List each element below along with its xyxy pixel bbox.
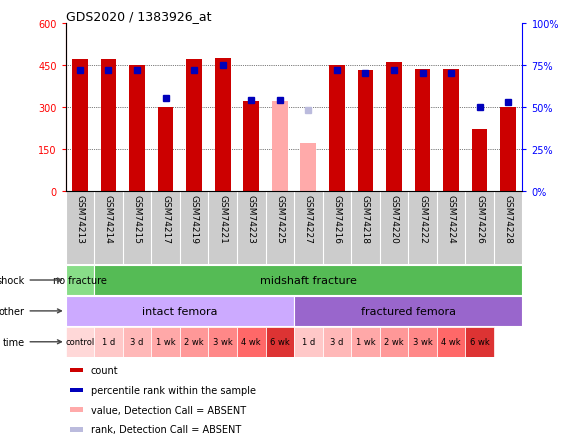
Text: GSM74219: GSM74219 — [190, 195, 199, 244]
Text: GSM74227: GSM74227 — [304, 195, 313, 243]
Text: GSM74217: GSM74217 — [161, 195, 170, 244]
Bar — [94, 327, 123, 357]
Text: GSM74214: GSM74214 — [104, 195, 113, 243]
Bar — [294, 327, 323, 357]
Text: GSM74215: GSM74215 — [132, 195, 142, 244]
Text: 4 wk: 4 wk — [242, 338, 261, 346]
Bar — [443, 70, 459, 191]
Text: GDS2020 / 1383926_at: GDS2020 / 1383926_at — [66, 10, 211, 23]
Text: no fracture: no fracture — [53, 276, 107, 285]
Text: GSM74216: GSM74216 — [332, 195, 341, 244]
Bar — [70, 427, 83, 432]
Bar — [215, 59, 231, 191]
Bar — [66, 327, 94, 357]
Text: 3 d: 3 d — [330, 338, 344, 346]
Bar — [415, 70, 431, 191]
Text: 3 wk: 3 wk — [213, 338, 232, 346]
Text: GSM74228: GSM74228 — [504, 195, 513, 243]
Text: intact femora: intact femora — [142, 306, 218, 316]
Bar — [329, 66, 345, 191]
Bar — [158, 108, 174, 191]
Bar — [70, 388, 83, 392]
Text: 1 d: 1 d — [102, 338, 115, 346]
Text: GSM74225: GSM74225 — [275, 195, 284, 243]
Text: GSM74221: GSM74221 — [218, 195, 227, 243]
Text: GSM74224: GSM74224 — [447, 195, 456, 243]
Text: 4 wk: 4 wk — [441, 338, 461, 346]
Text: 3 d: 3 d — [130, 338, 144, 346]
Text: rank, Detection Call = ABSENT: rank, Detection Call = ABSENT — [91, 424, 241, 434]
Text: control: control — [65, 338, 95, 346]
Bar — [151, 327, 180, 357]
Bar — [186, 60, 202, 191]
Text: 1 wk: 1 wk — [156, 338, 175, 346]
Text: 6 wk: 6 wk — [470, 338, 489, 346]
Text: shock: shock — [0, 276, 61, 285]
Text: count: count — [91, 365, 118, 375]
Text: 1 d: 1 d — [301, 338, 315, 346]
Text: fractured femora: fractured femora — [361, 306, 456, 316]
Bar — [70, 408, 83, 412]
Text: GSM74220: GSM74220 — [389, 195, 399, 243]
Bar — [243, 102, 259, 191]
Text: GSM74213: GSM74213 — [75, 195, 85, 244]
Bar — [129, 66, 145, 191]
Bar — [357, 71, 373, 191]
Text: time: time — [2, 337, 61, 347]
Text: 2 wk: 2 wk — [384, 338, 404, 346]
Text: percentile rank within the sample: percentile rank within the sample — [91, 385, 256, 395]
Text: other: other — [0, 306, 61, 316]
Bar — [386, 63, 402, 191]
Text: 1 wk: 1 wk — [356, 338, 375, 346]
Bar — [66, 296, 294, 326]
Bar — [408, 327, 437, 357]
Text: 2 wk: 2 wk — [184, 338, 204, 346]
Text: 6 wk: 6 wk — [270, 338, 289, 346]
Bar — [380, 327, 408, 357]
Text: GSM74222: GSM74222 — [418, 195, 427, 243]
Bar — [208, 327, 237, 357]
Text: value, Detection Call = ABSENT: value, Detection Call = ABSENT — [91, 405, 246, 414]
Bar — [70, 368, 83, 372]
Bar — [300, 144, 316, 191]
Bar — [72, 60, 88, 191]
Bar — [237, 327, 266, 357]
Bar — [437, 327, 465, 357]
Bar — [180, 327, 208, 357]
Bar — [465, 327, 494, 357]
Bar — [272, 102, 288, 191]
Bar — [123, 327, 151, 357]
Text: 3 wk: 3 wk — [413, 338, 432, 346]
Bar — [472, 130, 488, 191]
Bar — [294, 296, 522, 326]
Bar — [100, 60, 116, 191]
Bar — [351, 327, 380, 357]
Bar — [66, 266, 94, 295]
Bar — [266, 327, 294, 357]
Bar — [323, 327, 351, 357]
Bar — [500, 108, 516, 191]
Text: GSM74223: GSM74223 — [247, 195, 256, 243]
Text: GSM74218: GSM74218 — [361, 195, 370, 244]
Text: midshaft fracture: midshaft fracture — [260, 276, 357, 285]
Text: GSM74226: GSM74226 — [475, 195, 484, 243]
